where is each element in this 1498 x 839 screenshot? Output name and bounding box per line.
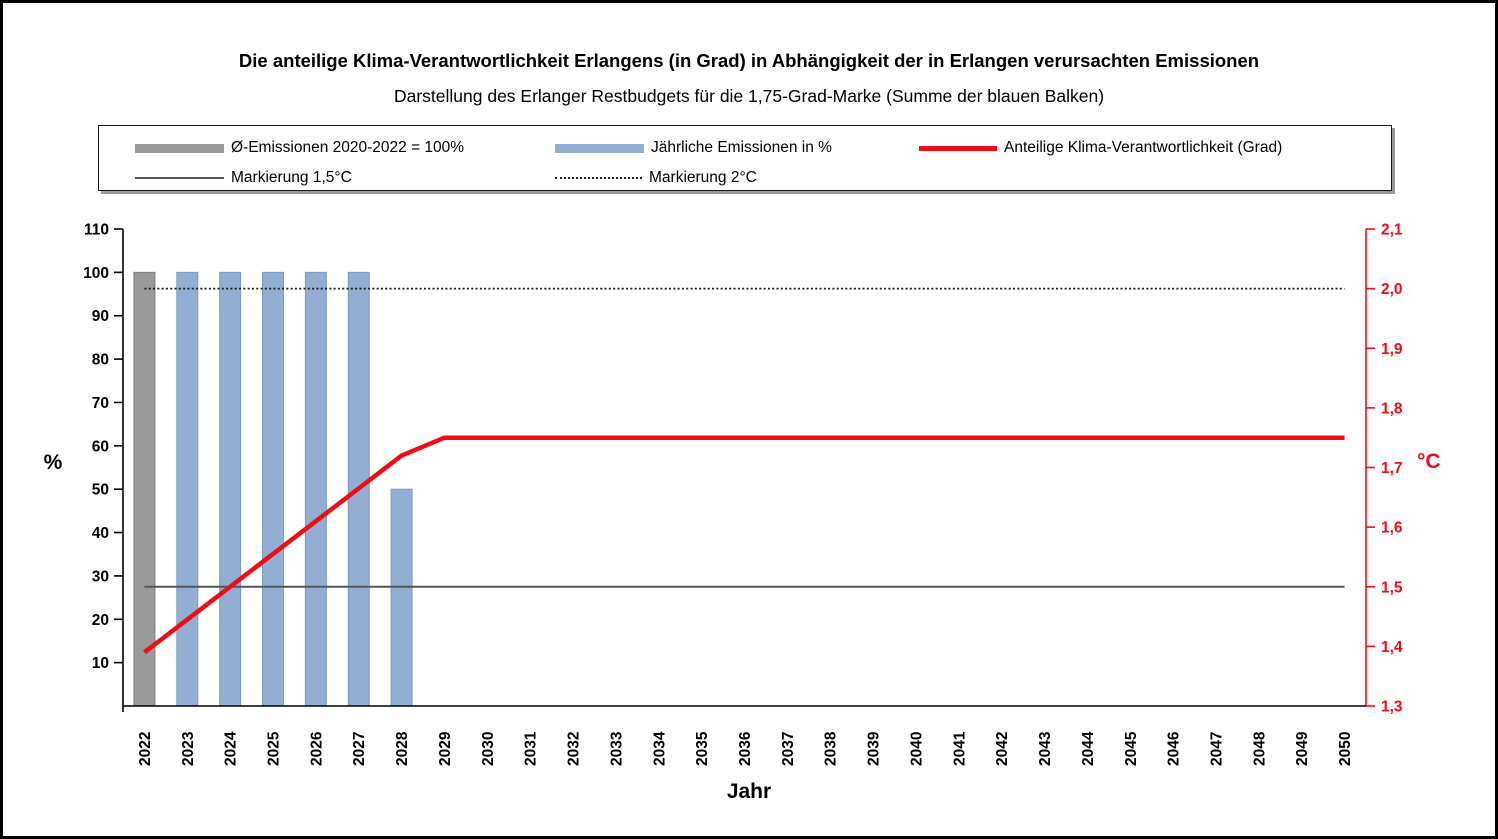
left-tick-label: 80 [92, 352, 109, 369]
left-tick-label: 30 [92, 568, 109, 585]
x-tick-label-2027: 2027 [351, 732, 368, 766]
gray-bar-swatch [135, 143, 224, 153]
legend-label: Markierung 1,5°C [231, 169, 352, 186]
x-tick-label-2035: 2035 [694, 731, 711, 766]
left-axis: 10 20 30 40 50 60 70 80 90 100 110 [83, 222, 124, 712]
right-tick-label: 1,3 [1381, 699, 1403, 716]
x-tick-label-2041: 2041 [951, 731, 968, 766]
bar-2023 [176, 271, 199, 707]
left-tick-label: 40 [92, 525, 109, 542]
bar-2025 [262, 271, 285, 707]
x-tick-label-2024: 2024 [223, 731, 240, 766]
left-axis-title: % [43, 451, 63, 474]
right-tick-label: 1,9 [1381, 341, 1403, 358]
chart-plot-area: 1020304050607080901001101,31,41,51,61,71… [83, 222, 1403, 767]
x-tick-label-2049: 2049 [1294, 731, 1311, 766]
right-tick-label: 2,1 [1381, 222, 1403, 239]
x-tick-label-2036: 2036 [737, 731, 754, 766]
responsibility-line [143, 435, 1345, 655]
x-tick-label-2023: 2023 [180, 731, 197, 766]
bar-2026 [304, 271, 327, 707]
bar-2028 [390, 488, 413, 707]
legend-item-marker-1-5c: Markierung 1,5°C [135, 167, 352, 189]
x-tick-label-2031: 2031 [523, 731, 540, 766]
x-tick-label-2022: 2022 [137, 732, 154, 766]
dotted-marker-line-swatch [555, 177, 642, 179]
left-tick-label: 70 [92, 395, 109, 412]
x-tick-label-2028: 2028 [394, 731, 411, 766]
x-tick-label-2025: 2025 [266, 731, 283, 766]
left-tick-label: 10 [92, 655, 109, 672]
left-tick-label: 100 [83, 265, 109, 282]
left-tick-label: 20 [92, 612, 109, 629]
legend-box: Ø-Emissionen 2020-2022 = 100% Jährliche … [98, 125, 1392, 191]
x-tick-label-2046: 2046 [1166, 731, 1183, 766]
x-tick-label-2050: 2050 [1337, 732, 1354, 766]
x-tick-label-2029: 2029 [437, 731, 454, 766]
x-tick-label-2037: 2037 [780, 732, 797, 766]
x-tick-label-2042: 2042 [994, 732, 1011, 766]
x-tick-label-2047: 2047 [1208, 732, 1225, 766]
bars [133, 271, 413, 707]
bar-2022 [133, 271, 156, 707]
legend-label: Ø-Emissionen 2020-2022 = 100% [231, 139, 465, 156]
right-axis-title: °C [1417, 450, 1441, 473]
right-tick-label: 1,4 [1381, 639, 1403, 656]
x-tick-label-2048: 2048 [1251, 731, 1268, 766]
solid-marker-line-swatch [135, 177, 224, 179]
x-tick-label-2043: 2043 [1037, 731, 1054, 766]
legend-item-avg-emissions: Ø-Emissionen 2020-2022 = 100% [135, 137, 464, 159]
right-tick-label: 2,0 [1381, 281, 1403, 298]
bar-2024 [219, 271, 242, 707]
blue-bar-swatch [555, 143, 644, 153]
left-tick-label: 60 [92, 438, 109, 455]
left-tick-label: 90 [92, 308, 109, 325]
right-tick-label: 1,8 [1381, 400, 1403, 417]
x-tick-label-2045: 2045 [1123, 731, 1140, 766]
x-tick-label-2039: 2039 [866, 731, 883, 766]
left-tick-label: 110 [84, 222, 109, 239]
legend-label: Jährliche Emissionen in % [651, 139, 832, 156]
x-tick-label-2038: 2038 [823, 731, 840, 766]
red-line-swatch [919, 145, 997, 151]
x-axis-labels: 2022 2023 2024 2025 2026 2027 2028 2029 2030 2031… [137, 731, 1354, 766]
right-axis: 1,3 1,4 1,5 1,6 1,7 1,8 1,9 2,0 2,1 [1365, 222, 1403, 716]
legend-item-yearly-emissions: Jährliche Emissionen in % [555, 137, 832, 159]
legend-item-responsibility: Anteilige Klima-Verantwortlichkeit (Grad… [919, 137, 1282, 159]
chart-subtitle: Darstellung des Erlanger Restbudgets für… [393, 86, 1105, 106]
right-tick-label: 1,5 [1381, 579, 1403, 596]
x-tick-label-2032: 2032 [566, 732, 583, 766]
x-tick-label-2034: 2034 [651, 731, 668, 766]
chart-title: Die anteilige Klima-Verantwortlichkeit E… [238, 50, 1260, 71]
left-tick-label: 50 [92, 482, 109, 499]
x-tick-label-2044: 2044 [1080, 731, 1097, 766]
right-tick-label: 1,7 [1381, 460, 1403, 477]
x-axis-title: Jahr [726, 780, 772, 803]
x-tick-label-2026: 2026 [308, 731, 325, 766]
x-tick-label-2040: 2040 [908, 732, 925, 766]
legend-label: Markierung 2°C [649, 169, 757, 186]
legend-item-marker-2c: Markierung 2°C [555, 167, 757, 189]
legend-label: Anteilige Klima-Verantwortlichkeit (Grad… [1004, 139, 1283, 156]
x-tick-label-2030: 2030 [480, 732, 497, 766]
x-tick-label-2033: 2033 [608, 731, 625, 766]
right-tick-label: 1,6 [1381, 520, 1403, 537]
